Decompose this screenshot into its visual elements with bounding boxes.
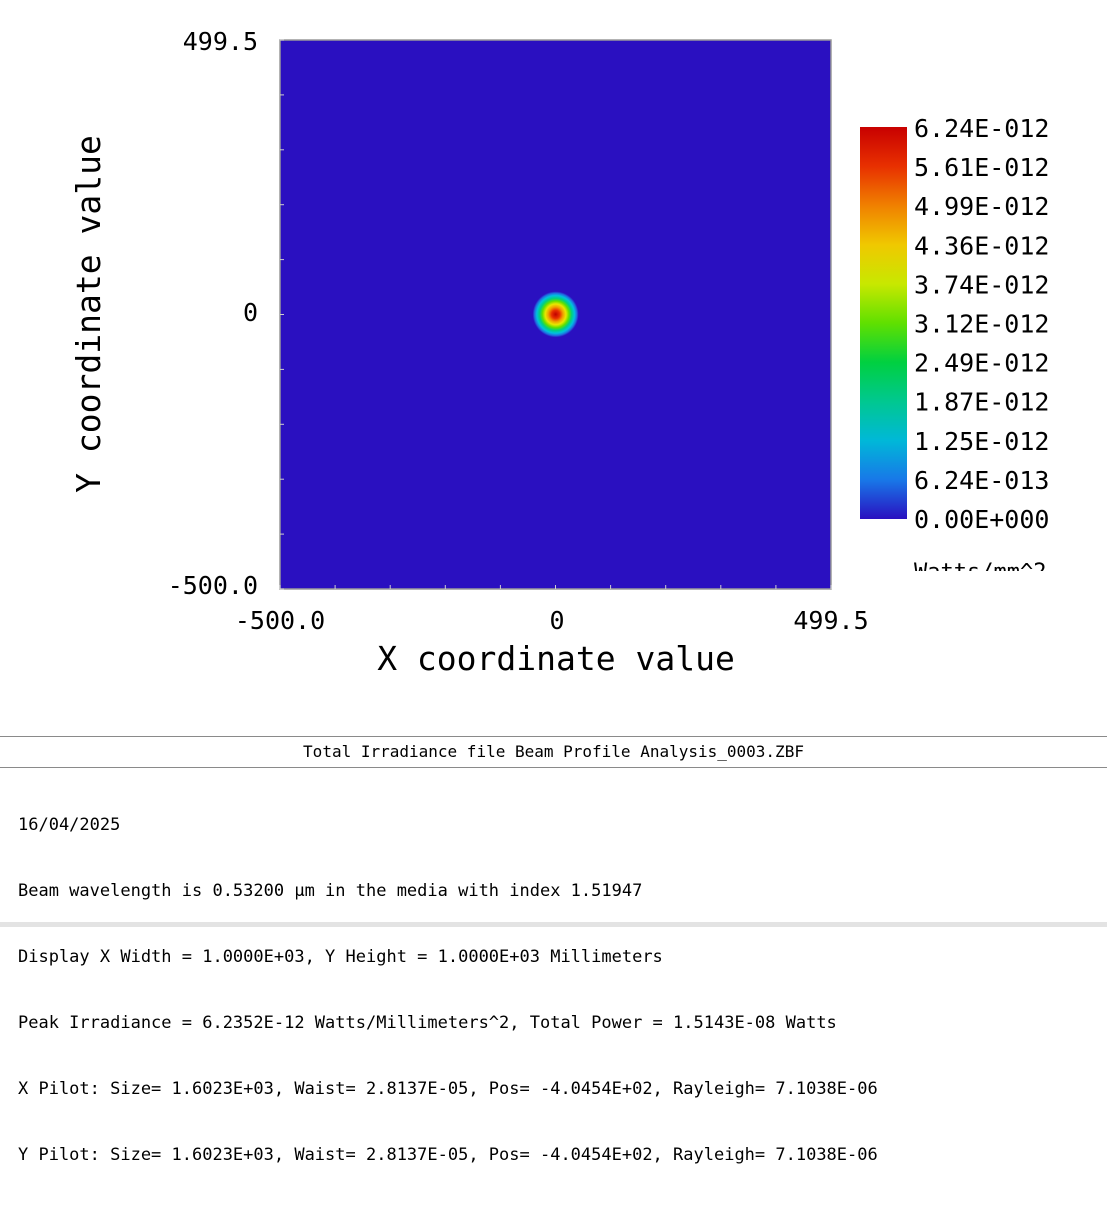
y-tick-label-mid: 0	[243, 298, 258, 327]
x-tick-label-left: -500.0	[235, 606, 325, 635]
y-tick-label-top: 499.5	[183, 27, 258, 56]
colorbar-unit: Watts/mm^2	[914, 560, 1046, 585]
y-tick-marks	[280, 39, 284, 590]
info-x-pilot: X Pilot: Size= 1.6023E+03, Waist= 2.8137…	[18, 1079, 878, 1099]
info-bottom-bar	[0, 922, 1107, 927]
colorbar: 6.24E-012 5.61E-012 4.99E-012 4.36E-012 3.74…	[860, 114, 1049, 585]
y-axis-label: Y coordinate value	[69, 135, 108, 493]
info-wavelength: Beam wavelength is 0.53200 µm in the med…	[18, 881, 643, 901]
colorbar-tick-label: 3.74E-012	[914, 270, 1049, 299]
colorbar-tick-label: 6.24E-012	[914, 114, 1049, 143]
beam-spot	[532, 291, 579, 338]
colorbar-labels: 6.24E-012 5.61E-012 4.99E-012 4.36E-012 3.74…	[914, 114, 1049, 534]
y-tick-label-bottom: -500.0	[168, 571, 258, 600]
colorbar-gradient	[860, 127, 907, 519]
colorbar-tick-label: 4.99E-012	[914, 192, 1049, 221]
colorbar-tick-label: 0.00E+000	[914, 505, 1049, 534]
colorbar-tick-label: 2.49E-012	[914, 349, 1049, 378]
x-tick-marks	[279, 585, 832, 589]
colorbar-tick-label: 5.61E-012	[914, 153, 1049, 182]
colorbar-unit-clip: Watts/mm^2	[914, 560, 1046, 585]
info-title: Total Irradiance file Beam Profile Analy…	[0, 736, 1107, 768]
colorbar-tick-label: 1.87E-012	[914, 388, 1049, 417]
heatmap-chart: 499.5 0 -500.0 -500.0 0 499.5 X coordina…	[69, 27, 1049, 678]
x-tick-label-right: 499.5	[793, 606, 868, 635]
info-peak-irradiance: Peak Irradiance = 6.2352E-12 Watts/Milli…	[18, 1013, 837, 1033]
colorbar-tick-label: 1.25E-012	[914, 427, 1049, 456]
info-lines: 16/04/2025 Beam wavelength is 0.53200 µm…	[18, 770, 878, 1210]
plot-region	[279, 39, 832, 590]
x-tick-label-mid: 0	[549, 606, 564, 635]
colorbar-tick-label: 3.12E-012	[914, 310, 1049, 339]
info-display-size: Display X Width = 1.0000E+03, Y Height =…	[18, 947, 663, 967]
info-y-pilot: Y Pilot: Size= 1.6023E+03, Waist= 2.8137…	[18, 1145, 878, 1165]
info-panel: Total Irradiance file Beam Profile Analy…	[0, 736, 1107, 1165]
colorbar-tick-label: 4.36E-012	[914, 231, 1049, 260]
x-axis-label: X coordinate value	[377, 639, 735, 678]
colorbar-tick-label: 6.24E-013	[914, 466, 1049, 495]
info-date: 16/04/2025	[18, 815, 121, 835]
